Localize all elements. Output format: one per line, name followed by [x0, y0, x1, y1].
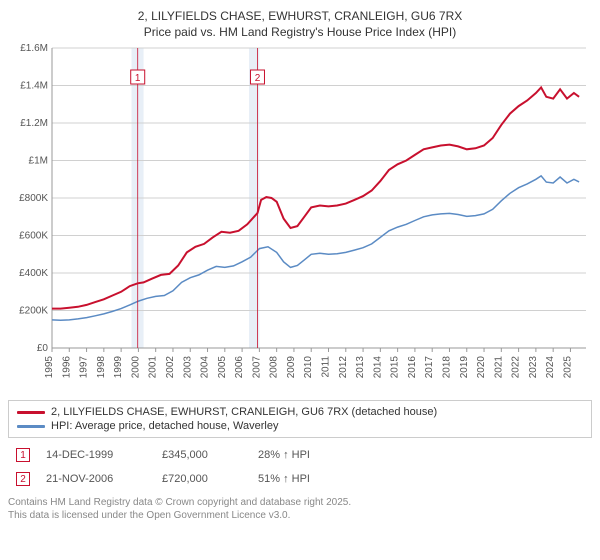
svg-text:1999: 1999: [113, 356, 124, 379]
svg-text:2024: 2024: [545, 356, 556, 379]
svg-text:2001: 2001: [148, 356, 159, 379]
event-date: 14-DEC-1999: [46, 449, 146, 461]
svg-text:1: 1: [135, 73, 141, 84]
svg-text:1995: 1995: [44, 356, 55, 379]
svg-text:2022: 2022: [511, 356, 522, 379]
svg-text:2013: 2013: [355, 356, 366, 379]
attribution-line-2: This data is licensed under the Open Gov…: [8, 509, 592, 522]
svg-text:£800K: £800K: [19, 193, 48, 204]
svg-text:2007: 2007: [251, 356, 262, 379]
event-delta: 28% ↑ HPI: [258, 449, 310, 461]
event-marker-icon: 2: [16, 472, 30, 486]
svg-text:2003: 2003: [182, 356, 193, 379]
attribution: Contains HM Land Registry data © Crown c…: [8, 496, 592, 522]
svg-text:2023: 2023: [528, 356, 539, 379]
chart-title: 2, LILYFIELDS CHASE, EWHURST, CRANLEIGH,…: [8, 8, 592, 40]
attribution-line-1: Contains HM Land Registry data © Crown c…: [8, 496, 592, 509]
svg-text:£600K: £600K: [19, 231, 48, 242]
svg-text:2019: 2019: [459, 356, 470, 379]
event-price: £720,000: [162, 473, 242, 485]
svg-text:2017: 2017: [424, 356, 435, 379]
svg-text:1998: 1998: [96, 356, 107, 379]
svg-text:1996: 1996: [61, 356, 72, 379]
event-list: 1 14-DEC-1999 £345,000 28% ↑ HPI 2 21-NO…: [8, 446, 592, 494]
event-date: 21-NOV-2006: [46, 473, 146, 485]
svg-text:2018: 2018: [441, 356, 452, 379]
title-line-1: 2, LILYFIELDS CHASE, EWHURST, CRANLEIGH,…: [8, 8, 592, 24]
svg-text:£1.4M: £1.4M: [20, 81, 48, 92]
svg-text:£1M: £1M: [29, 156, 48, 167]
svg-text:2014: 2014: [372, 356, 383, 379]
legend-swatch-2: [17, 425, 45, 428]
legend: 2, LILYFIELDS CHASE, EWHURST, CRANLEIGH,…: [8, 400, 592, 438]
event-marker-icon: 1: [16, 448, 30, 462]
svg-text:2004: 2004: [200, 356, 211, 379]
svg-text:2002: 2002: [165, 356, 176, 379]
price-chart: £0 £200K £400K £600K £800K £1M £1.2M £1.4M £1.6M…: [8, 44, 592, 394]
legend-label-1: 2, LILYFIELDS CHASE, EWHURST, CRANLEIGH,…: [51, 406, 437, 418]
legend-swatch-1: [17, 411, 45, 414]
svg-text:2015: 2015: [390, 356, 401, 379]
event-row: 1 14-DEC-1999 £345,000 28% ↑ HPI: [8, 446, 592, 470]
svg-text:2000: 2000: [130, 356, 141, 379]
legend-label-2: HPI: Average price, detached house, Wave…: [51, 420, 278, 432]
svg-text:1997: 1997: [79, 356, 90, 379]
svg-text:2012: 2012: [338, 356, 349, 379]
event-row: 2 21-NOV-2006 £720,000 51% ↑ HPI: [8, 470, 592, 494]
event-price: £345,000: [162, 449, 242, 461]
svg-text:2008: 2008: [269, 356, 280, 379]
svg-text:2006: 2006: [234, 356, 245, 379]
svg-text:2: 2: [255, 73, 261, 84]
svg-text:2010: 2010: [303, 356, 314, 379]
title-line-2: Price paid vs. HM Land Registry's House …: [8, 24, 592, 40]
svg-text:2020: 2020: [476, 356, 487, 379]
event-delta: 51% ↑ HPI: [258, 473, 310, 485]
chart-svg: £0 £200K £400K £600K £800K £1M £1.2M £1.4M £1.6M…: [8, 44, 592, 394]
svg-text:2025: 2025: [562, 356, 573, 379]
svg-text:£400K: £400K: [19, 268, 48, 279]
svg-text:£200K: £200K: [19, 306, 48, 317]
svg-text:£1.2M: £1.2M: [20, 118, 48, 129]
svg-text:2005: 2005: [217, 356, 228, 379]
legend-row-1: 2, LILYFIELDS CHASE, EWHURST, CRANLEIGH,…: [17, 405, 583, 419]
svg-text:£1.6M: £1.6M: [20, 44, 48, 54]
svg-text:2009: 2009: [286, 356, 297, 379]
svg-text:2016: 2016: [407, 356, 418, 379]
svg-text:2011: 2011: [321, 356, 332, 378]
svg-text:2021: 2021: [493, 356, 504, 379]
legend-row-2: HPI: Average price, detached house, Wave…: [17, 419, 583, 433]
svg-text:£0: £0: [37, 343, 49, 354]
